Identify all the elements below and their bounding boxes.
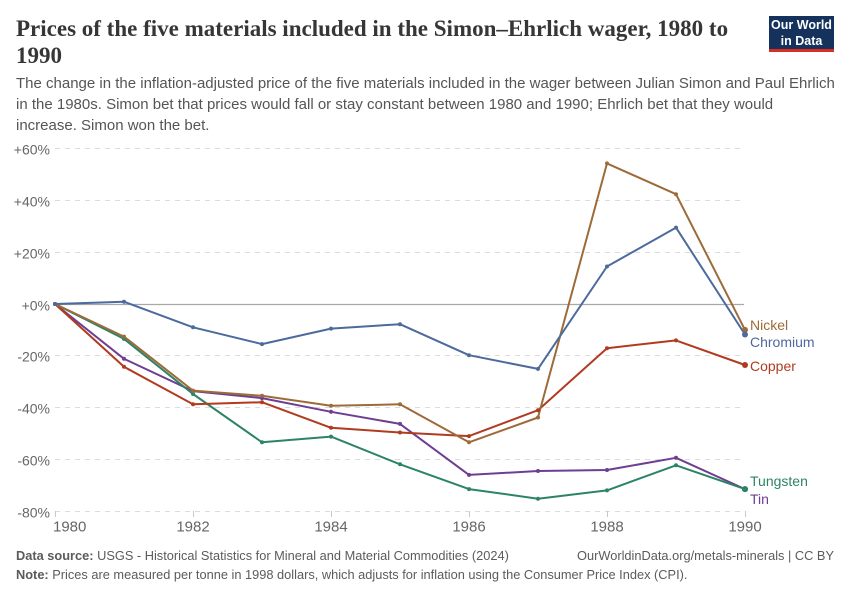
svg-text:Nickel: Nickel <box>750 317 788 333</box>
svg-text:Chromium: Chromium <box>750 334 815 350</box>
svg-text:1984: 1984 <box>314 519 347 536</box>
svg-text:Tin: Tin <box>750 491 769 507</box>
svg-text:+0%: +0% <box>22 298 50 314</box>
svg-text:1982: 1982 <box>176 519 209 536</box>
svg-text:Copper: Copper <box>750 358 796 374</box>
svg-text:-40%: -40% <box>17 401 50 417</box>
svg-text:1988: 1988 <box>590 519 623 536</box>
svg-text:1986: 1986 <box>452 519 485 536</box>
svg-text:+60%: +60% <box>14 142 50 158</box>
svg-text:-60%: -60% <box>17 453 50 469</box>
svg-text:+40%: +40% <box>14 194 50 210</box>
svg-text:-80%: -80% <box>17 505 50 521</box>
svg-text:1990: 1990 <box>728 519 761 536</box>
svg-text:Tungsten: Tungsten <box>750 473 808 489</box>
svg-text:+20%: +20% <box>14 246 50 262</box>
svg-text:1980: 1980 <box>53 519 86 536</box>
svg-text:-20%: -20% <box>17 349 50 365</box>
